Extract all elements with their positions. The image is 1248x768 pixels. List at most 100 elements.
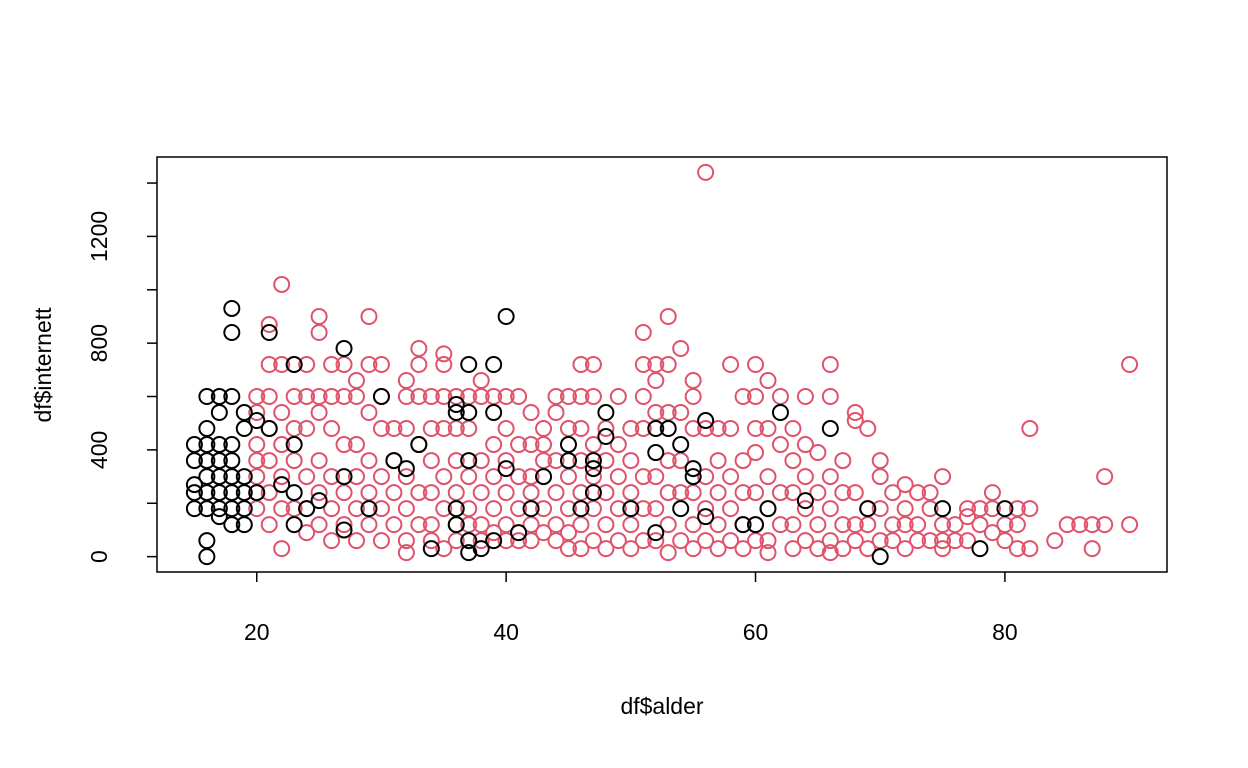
point (572, 356, 590, 373)
point (684, 388, 702, 406)
point (360, 484, 378, 502)
point (921, 532, 939, 550)
point (684, 540, 702, 558)
point (809, 444, 827, 462)
point (210, 484, 228, 502)
point (747, 356, 765, 373)
point (422, 540, 440, 558)
point (410, 516, 428, 534)
point (871, 468, 889, 486)
point (472, 532, 490, 550)
point (958, 532, 976, 550)
point (584, 460, 602, 478)
point (572, 540, 590, 558)
point (522, 436, 540, 454)
point (285, 516, 303, 534)
point (846, 484, 864, 502)
point (547, 388, 565, 406)
point (397, 372, 415, 390)
point (759, 372, 777, 390)
point (547, 516, 565, 534)
point (223, 436, 241, 454)
point (310, 484, 328, 502)
point (672, 532, 690, 550)
y-tick-label: 800 (86, 324, 112, 362)
point (485, 356, 503, 373)
point (198, 500, 216, 518)
point (609, 500, 627, 518)
point (210, 436, 228, 454)
point (198, 452, 216, 470)
point (510, 468, 528, 486)
point (360, 307, 378, 325)
point (460, 516, 478, 534)
point (821, 388, 839, 406)
point (622, 516, 640, 534)
point (422, 484, 440, 502)
point (958, 508, 976, 526)
point (659, 356, 677, 373)
point (971, 500, 989, 518)
point (821, 544, 839, 562)
point (360, 516, 378, 534)
point (722, 420, 740, 438)
point (684, 460, 702, 478)
point (784, 420, 802, 438)
point (697, 412, 715, 430)
point (584, 388, 602, 406)
point (584, 468, 602, 486)
point (647, 524, 665, 542)
point (622, 452, 640, 470)
point (348, 468, 366, 486)
point (697, 532, 715, 550)
point (360, 452, 378, 470)
point (759, 468, 777, 486)
point (547, 404, 565, 422)
point (435, 345, 453, 363)
point (734, 388, 752, 406)
point (572, 420, 590, 438)
point (784, 540, 802, 558)
point (647, 420, 665, 438)
point (934, 468, 952, 486)
point (659, 307, 677, 325)
point (210, 452, 228, 470)
point (397, 500, 415, 518)
point (722, 500, 740, 518)
point (447, 404, 465, 422)
point (647, 532, 665, 550)
point (460, 452, 478, 470)
point (634, 323, 652, 341)
point (996, 500, 1014, 518)
point (834, 516, 852, 534)
point (535, 436, 553, 454)
point (410, 436, 428, 454)
point (771, 484, 789, 502)
point (497, 532, 515, 550)
point (348, 532, 366, 550)
point (535, 452, 553, 470)
point (796, 532, 814, 550)
point (497, 516, 515, 534)
point (410, 356, 428, 373)
point (335, 388, 353, 406)
point (871, 548, 889, 566)
point (1096, 516, 1114, 534)
point (285, 484, 303, 502)
point (821, 500, 839, 518)
point (859, 420, 877, 438)
point (248, 468, 266, 486)
point (522, 404, 540, 422)
point (285, 388, 303, 406)
point (510, 388, 528, 406)
point (884, 484, 902, 502)
point (235, 404, 253, 422)
point (634, 468, 652, 486)
point (422, 452, 440, 470)
point (248, 452, 266, 470)
point (609, 468, 627, 486)
point (273, 500, 291, 518)
point (684, 420, 702, 438)
point (435, 356, 453, 373)
point (447, 420, 465, 438)
